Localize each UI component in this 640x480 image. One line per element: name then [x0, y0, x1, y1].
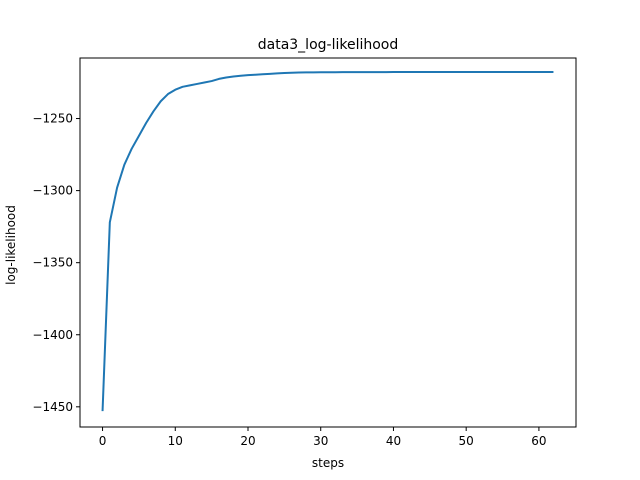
y-tick-label: −1250 [32, 112, 73, 126]
chart-title: data3_log-likelihood [258, 37, 399, 53]
x-tick-label: 50 [459, 434, 474, 448]
y-tick-label: −1450 [32, 400, 73, 414]
plot-frame [79, 57, 577, 428]
y-tick-label: −1300 [32, 184, 73, 198]
x-tick-label: 40 [386, 434, 401, 448]
x-tick-label: 20 [240, 434, 255, 448]
y-axis-ticks: −1450 −1400 −1350 −1300 −1250 [32, 112, 80, 414]
y-axis-label: log-likelihood [4, 205, 18, 285]
x-tick-label: 10 [168, 434, 183, 448]
series-line [101, 70, 554, 412]
x-axis-label: steps [312, 456, 344, 470]
x-tick-label: 60 [531, 434, 546, 448]
x-tick-label: 30 [313, 434, 328, 448]
x-axis-ticks: 0 10 20 30 40 50 60 [99, 427, 547, 448]
x-tick-label: 0 [99, 434, 107, 448]
y-tick-label: −1400 [32, 328, 73, 342]
y-tick-label: −1350 [32, 256, 73, 270]
plot-area [79, 57, 577, 428]
